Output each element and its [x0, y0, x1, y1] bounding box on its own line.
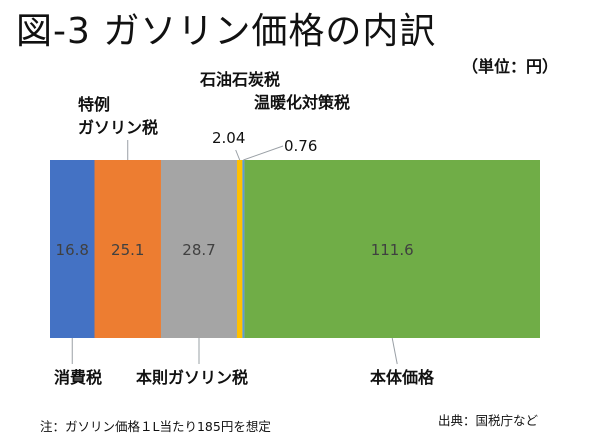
- bar-value-label-5: 111.6: [371, 241, 414, 259]
- petroleum-coal-tax-value: 2.04: [212, 129, 246, 147]
- bar-segment-0: [50, 160, 95, 338]
- consumption-tax-label: 消費税: [54, 368, 103, 387]
- unit-label: （単位：円）: [462, 57, 559, 76]
- bar-segment-3: [236, 160, 243, 338]
- special-tax-label-line1: 特例: [78, 95, 111, 114]
- bar-value-label-1: 25.1: [111, 241, 144, 259]
- source-note: 出典：国税庁など: [438, 413, 539, 428]
- petroleum-coal-tax-label: 石油石炭税: [200, 70, 281, 89]
- leader-warming-tax: [243, 145, 284, 161]
- warming-tax-value: 0.76: [284, 137, 318, 155]
- base-price-label: 本体価格: [370, 368, 435, 387]
- warming-tax-label: 温暖化対策税: [254, 93, 351, 112]
- leader-base-price: [391, 337, 398, 365]
- leader-petroleum-coal-tax: [235, 149, 241, 161]
- chart-title: 図-3 ガソリン価格の内訳: [16, 11, 437, 52]
- bar-segment-4: [242, 160, 245, 338]
- bar-segment-2: [160, 160, 237, 338]
- bar-segment-5: [244, 160, 540, 338]
- bar-value-label-2: 28.7: [182, 241, 215, 259]
- bar-segment-1: [94, 160, 161, 338]
- bar-value-label-0: 16.8: [56, 241, 89, 259]
- footnote: 注：ガソリン価格１L当たり185円を想定: [40, 419, 271, 434]
- base-gasoline-tax-label: 本則ガソリン税: [136, 368, 249, 387]
- special-tax-label-line2: ガソリン税: [78, 118, 159, 137]
